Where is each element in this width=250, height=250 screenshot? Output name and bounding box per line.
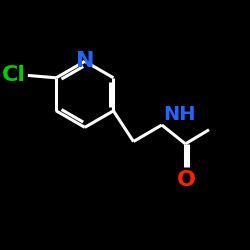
Text: NH: NH xyxy=(163,105,196,124)
Text: O: O xyxy=(177,170,196,190)
Text: Cl: Cl xyxy=(2,66,25,86)
Text: N: N xyxy=(76,51,94,71)
